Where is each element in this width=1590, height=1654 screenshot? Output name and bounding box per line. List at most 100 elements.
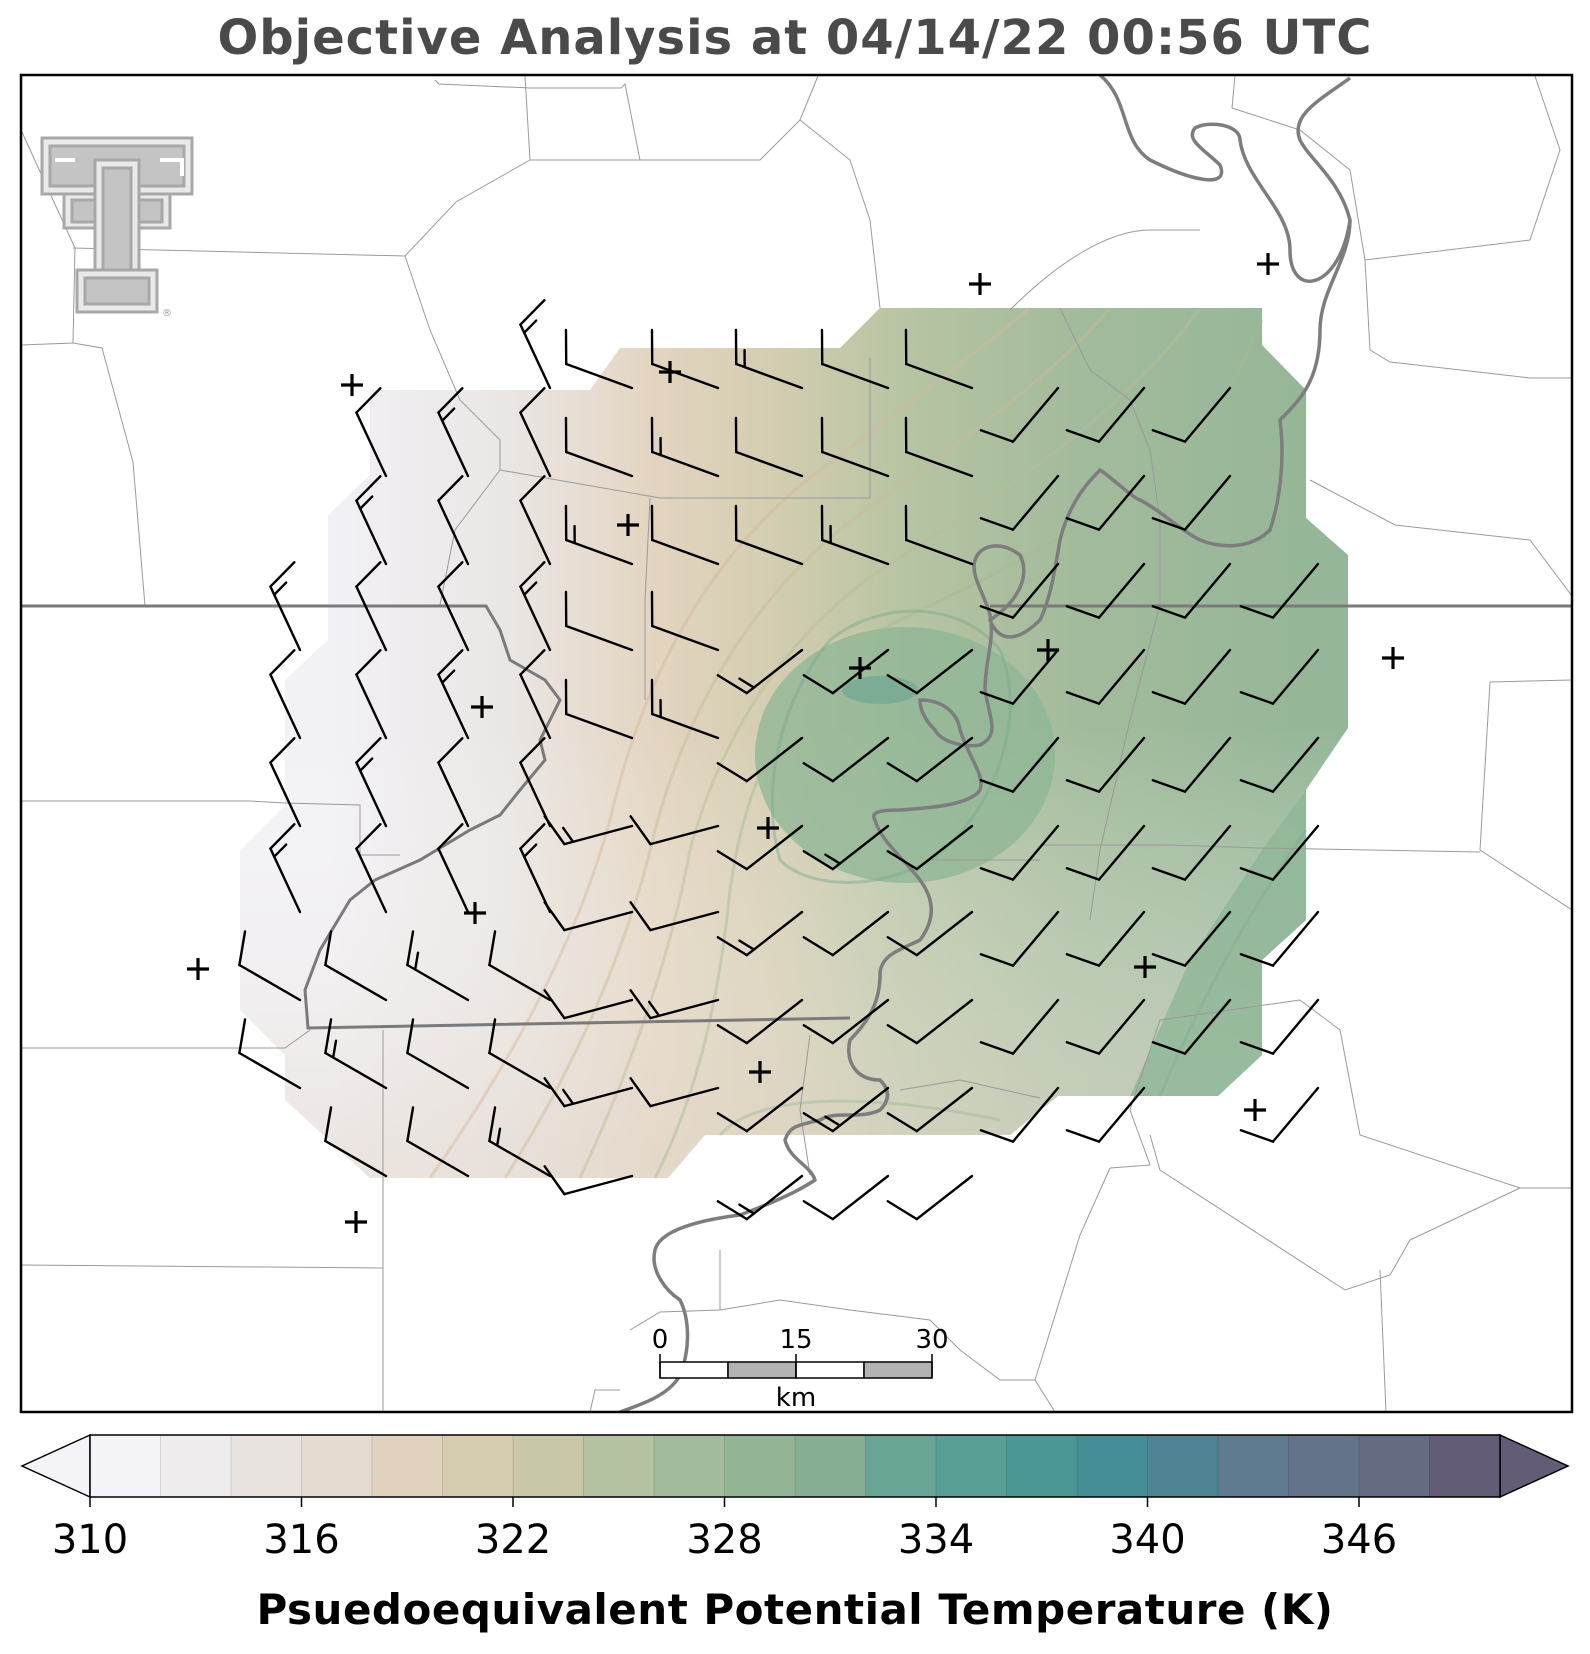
colorbar-bin	[442, 1435, 514, 1497]
colorbar: 310 316 322 328 334 340 346	[20, 1433, 1570, 1563]
wind-barb	[543, 989, 634, 1020]
colorbar-bin	[1077, 1435, 1148, 1497]
wind-barb	[802, 824, 890, 871]
wind-barb	[716, 736, 804, 783]
colorbar-bin	[1147, 1435, 1219, 1497]
station-marker	[969, 273, 991, 295]
state-boundaries	[21, 604, 1572, 1030]
theta-max-region	[755, 627, 1055, 883]
colorbar-bin	[583, 1435, 655, 1497]
wind-barb	[406, 930, 470, 1002]
wind-barb	[820, 328, 890, 390]
colorbar-bin	[90, 1435, 161, 1497]
wind-barb	[979, 998, 1060, 1055]
wind-barb	[802, 1174, 890, 1221]
station-marker	[1244, 1099, 1266, 1121]
station-marker	[617, 514, 639, 536]
station-marker	[1382, 647, 1404, 669]
colorbar-extend-high	[1499, 1433, 1570, 1499]
colorbar-tick-label: 340	[1109, 1517, 1185, 1563]
wind-barb	[734, 416, 804, 478]
wind-barb	[437, 823, 470, 914]
wind-barb	[543, 1077, 634, 1108]
colorbar-tick-label: 328	[686, 1517, 762, 1563]
wind-barb	[324, 930, 388, 1002]
colorbar-bin	[865, 1435, 937, 1497]
wind-barbs	[238, 299, 1320, 1221]
wind-barb	[269, 649, 302, 740]
wind-barb	[324, 1018, 388, 1090]
wind-barb	[488, 1106, 552, 1178]
wind-barb	[904, 416, 974, 478]
colorbar-bin	[513, 1435, 584, 1497]
wind-barb	[629, 901, 720, 932]
wind-barb	[269, 737, 302, 828]
wind-barb	[629, 989, 720, 1020]
wind-barb	[1239, 1086, 1320, 1143]
wind-barb	[355, 387, 388, 478]
station-marker	[464, 902, 486, 924]
wind-barb	[716, 1086, 804, 1133]
wind-barb	[437, 561, 470, 652]
wind-barb	[519, 649, 552, 740]
wind-barb	[1239, 562, 1320, 619]
wind-barb	[886, 736, 974, 783]
wind-barb	[979, 562, 1060, 619]
wind-barb	[1065, 1086, 1146, 1143]
colorbar-bin	[724, 1435, 796, 1497]
colorbar-bin	[160, 1435, 232, 1497]
colorbar-tick-label: 316	[263, 1517, 339, 1563]
wind-barb	[1239, 648, 1320, 705]
wind-barb	[519, 387, 552, 478]
colorbar-bin	[301, 1435, 373, 1497]
scale-unit: km	[776, 1383, 816, 1413]
colorbar-tick-label: 346	[1321, 1517, 1397, 1563]
station-marker	[341, 374, 363, 396]
wind-barb	[886, 648, 974, 695]
wind-barb	[1151, 824, 1232, 881]
wind-barb	[564, 416, 634, 478]
wind-barb	[1151, 998, 1232, 1055]
svg-text:®: ®	[162, 308, 172, 319]
station-marker	[471, 696, 493, 718]
wind-barb	[543, 1165, 634, 1196]
wind-barb	[543, 901, 634, 932]
colorbar-bin	[1429, 1435, 1501, 1497]
wind-barb	[1239, 736, 1320, 793]
station-marker	[345, 1211, 367, 1233]
colorbar-tick-label: 310	[52, 1517, 128, 1563]
colorbar-bin	[1359, 1435, 1430, 1497]
scale-tick-15: 15	[779, 1325, 812, 1355]
wind-barb	[437, 649, 470, 740]
wind-barb	[355, 823, 388, 914]
rivers	[619, 75, 1352, 1412]
station-marker	[1037, 639, 1059, 661]
wind-barb	[355, 737, 388, 828]
wind-barb	[355, 649, 388, 740]
wind-barb	[1065, 736, 1146, 793]
wind-barb	[650, 590, 720, 652]
station-marker	[757, 817, 779, 839]
wind-barb	[886, 910, 974, 957]
wind-barb	[519, 561, 552, 652]
wind-barb	[716, 998, 804, 1045]
station-marker	[749, 1061, 771, 1083]
wind-barb	[564, 504, 634, 566]
wind-barb	[519, 299, 552, 390]
colorbar-label: Psuedoequivalent Potential Temperature (…	[256, 1585, 1334, 1634]
colorbar-bin	[231, 1435, 302, 1497]
wind-barb	[886, 824, 974, 871]
colorbar-tick-label: 322	[475, 1517, 551, 1563]
colorbar-bin	[1218, 1435, 1289, 1497]
station-marker	[659, 361, 681, 383]
station-marker	[1134, 956, 1156, 978]
wind-barb	[1151, 910, 1232, 967]
wind-barb	[734, 328, 804, 390]
wind-barb	[324, 1106, 388, 1178]
wind-barb	[820, 416, 890, 478]
wind-barb	[437, 387, 470, 478]
wind-barb	[1151, 562, 1232, 619]
colorbar-extend-low	[20, 1433, 91, 1499]
map-frame	[19, 73, 1574, 1414]
wind-barb	[269, 823, 302, 914]
